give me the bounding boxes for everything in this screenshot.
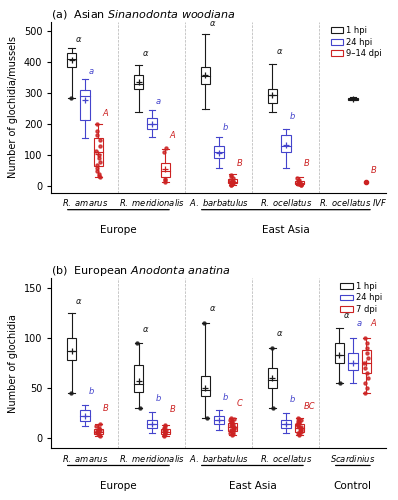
Bar (94, 430, 103, 434)
Text: East Asia: East Asia (228, 481, 276, 491)
Legend: 1 hpi, 24 hpi, 9–14 dpi: 1 hpi, 24 hpi, 9–14 dpi (327, 23, 386, 62)
Text: A: A (169, 132, 175, 140)
Bar (281, 420, 291, 428)
Bar (295, 181, 304, 184)
Bar (295, 424, 304, 432)
Bar (214, 146, 224, 158)
Text: a: a (156, 97, 161, 106)
Text: α: α (209, 304, 215, 313)
Text: B: B (102, 404, 108, 413)
Bar (214, 416, 224, 424)
Text: α: α (209, 19, 215, 28)
Bar (228, 424, 237, 432)
Bar (134, 365, 143, 392)
Text: C: C (236, 400, 242, 408)
Text: Europe: Europe (100, 481, 137, 491)
Bar (161, 163, 170, 177)
Bar (201, 376, 210, 396)
Bar (147, 420, 156, 428)
Text: a: a (89, 68, 94, 76)
Bar (348, 98, 357, 100)
Text: b: b (89, 387, 94, 396)
Text: b: b (223, 394, 228, 402)
Text: b: b (290, 112, 295, 122)
Bar (134, 74, 143, 88)
Bar (80, 410, 90, 422)
Bar (361, 350, 371, 373)
Text: B: B (303, 160, 309, 168)
Bar (228, 178, 237, 184)
Bar (67, 338, 76, 360)
Text: (b)  European $\it{Anodonta\ anatina}$: (b) European $\it{Anodonta\ anatina}$ (51, 264, 232, 278)
Text: α: α (76, 34, 81, 43)
Bar (94, 138, 103, 166)
Bar (335, 343, 344, 363)
Text: Europe: Europe (100, 225, 137, 235)
Y-axis label: Number of glochidia/mussels: Number of glochidia/mussels (8, 36, 18, 178)
Bar (201, 67, 210, 84)
Text: B: B (236, 159, 242, 168)
Text: a: a (357, 319, 362, 328)
Text: α: α (277, 329, 282, 338)
Text: East Asia: East Asia (262, 225, 310, 235)
Text: Control: Control (334, 481, 372, 491)
Y-axis label: Number of glochidia: Number of glochidia (8, 314, 18, 412)
Text: α: α (142, 325, 148, 334)
Bar (268, 368, 277, 388)
Bar (161, 430, 170, 434)
Legend: 1 hpi, 24 hpi, 7 dpi: 1 hpi, 24 hpi, 7 dpi (337, 278, 386, 318)
Text: B: B (370, 166, 376, 174)
Text: α: α (76, 297, 81, 306)
Text: A: A (102, 109, 108, 118)
Text: BC: BC (303, 402, 315, 411)
Bar (67, 53, 76, 67)
Bar (147, 118, 156, 129)
Text: B: B (169, 406, 175, 414)
Bar (281, 135, 291, 152)
Text: α: α (277, 47, 282, 56)
Text: α: α (343, 311, 349, 320)
Bar (348, 353, 357, 370)
Bar (268, 88, 277, 102)
Text: (a)  Asian $\it{Sinanodonta\ woodiana}$: (a) Asian $\it{Sinanodonta\ woodiana}$ (51, 8, 236, 22)
Text: b: b (223, 123, 228, 132)
Text: b: b (290, 396, 295, 404)
Bar (80, 90, 90, 120)
Text: b: b (156, 394, 161, 404)
Text: A: A (370, 319, 376, 328)
Text: α: α (142, 48, 148, 58)
